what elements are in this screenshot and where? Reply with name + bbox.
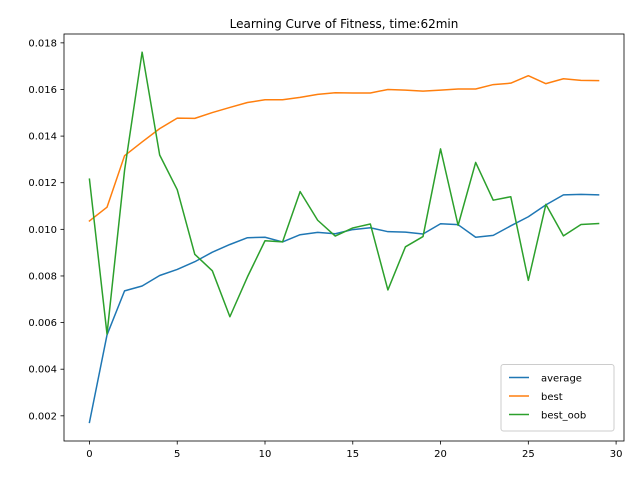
legend-box [500, 364, 615, 432]
plot-frame [63, 33, 625, 442]
x-tick-label: 0 [86, 449, 92, 460]
x-tick-label: 10 [259, 449, 272, 460]
y-tick-label: 0.002 [28, 411, 57, 422]
legend-label: average [541, 374, 582, 385]
legend-label: best [541, 392, 563, 403]
y-tick-label: 0.008 [28, 271, 57, 282]
y-tick-label: 0.006 [28, 318, 57, 329]
chart-title: Learning Curve of Fitness, time:62min [230, 17, 459, 31]
x-tick-label: 30 [610, 449, 623, 460]
x-tick-label: 5 [174, 449, 180, 460]
y-tick-label: 0.014 [28, 132, 57, 143]
y-tick-label: 0.018 [28, 38, 57, 49]
x-tick-label: 15 [346, 449, 359, 460]
x-tick-label: 25 [522, 449, 535, 460]
legend-label: best_oob [541, 411, 586, 422]
x-tick-label: 20 [434, 449, 447, 460]
legend: average best best_oob [500, 364, 615, 432]
y-tick-label: 0.010 [28, 225, 57, 236]
series-line-best-oob [88, 51, 600, 335]
plot-lines [88, 51, 600, 424]
x-axis-ticks: 0 5 10 15 20 25 30 [86, 441, 622, 460]
y-tick-label: 0.004 [28, 365, 57, 376]
y-tick-label: 0.016 [28, 85, 57, 96]
y-tick-label: 0.012 [28, 178, 57, 189]
y-axis-ticks: 0.002 0.004 0.006 0.008 0.010 0.012 0.014 0.016… [28, 38, 64, 422]
series-line-best [88, 74, 600, 223]
